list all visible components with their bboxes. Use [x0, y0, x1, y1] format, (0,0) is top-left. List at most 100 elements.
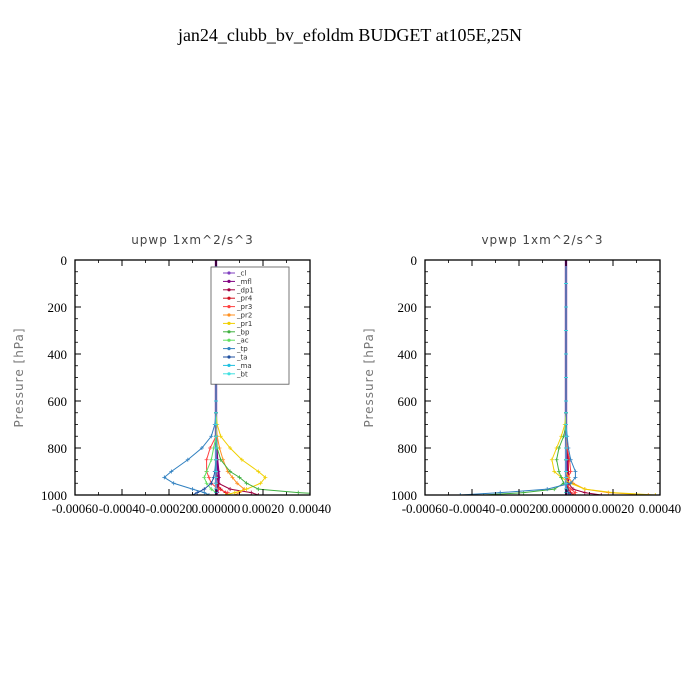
upwp-marker-ta	[202, 487, 207, 492]
upwp-marker-pr1	[258, 481, 263, 486]
vpwp-marker-bt	[564, 352, 568, 356]
vpwp-marker-pr2	[646, 493, 651, 495]
upwp-ytick-label: 800	[48, 441, 68, 456]
vpwp-xtick-label: 0.00020	[592, 501, 634, 516]
legend-label-bt: _bt	[236, 370, 248, 378]
upwp-marker-bp	[237, 475, 242, 480]
upwp-marker-pr1	[232, 490, 237, 495]
vpwp-marker-bt	[564, 281, 568, 286]
legend-label-pr2: _pr2	[236, 312, 252, 320]
legend-label-tp: _tp	[236, 345, 248, 353]
vpwp-marker-pr3	[573, 490, 578, 495]
upwp-marker-bt	[214, 457, 218, 462]
vpwp-marker-bt	[564, 457, 568, 462]
vpwp-marker-tp	[545, 487, 550, 492]
upwp-marker-bt	[214, 434, 218, 439]
upwp-xtick-label: 0.00040	[289, 501, 331, 516]
legend-label-pr3: _pr3	[236, 303, 252, 311]
upwp-marker-bt	[214, 422, 218, 427]
vpwp-marker-pr1	[552, 469, 557, 474]
upwp-xtick-label: -0.00060	[52, 501, 99, 516]
upwp-marker-tp	[199, 446, 204, 450]
vpwp-marker-bp	[559, 475, 564, 480]
legend-marker-ma	[227, 363, 231, 367]
upwp-marker-bp	[218, 457, 223, 462]
upwp-marker-ac	[204, 469, 209, 474]
vpwp-marker-ta	[568, 493, 573, 495]
upwp-marker-dp1	[249, 490, 254, 495]
upwp-marker-ac	[202, 475, 207, 480]
upwp-marker-ac	[209, 487, 214, 492]
vpwp-marker-tp	[568, 481, 573, 486]
legend-label-cl: _cl	[236, 270, 246, 278]
vpwp-marker-pr1	[653, 493, 658, 495]
upwp-marker-ac	[204, 481, 209, 486]
upwp-marker-bp	[256, 487, 261, 492]
legend-marker-pr2	[227, 313, 231, 317]
upwp-panel-title: upwp 1xm^2/s^3	[131, 233, 254, 247]
upwp-marker-pr3	[206, 475, 211, 480]
vpwp-marker-bt	[564, 475, 568, 480]
vpwp-marker-tp	[573, 475, 578, 480]
upwp-marker-tp	[202, 490, 207, 495]
vpwp-marker-bp	[556, 469, 561, 474]
legend-marker-pr1	[227, 321, 231, 325]
upwp-marker-pr1	[228, 446, 233, 450]
upwp-marker-pr1	[239, 457, 244, 462]
upwp-marker-tp	[190, 487, 195, 492]
vpwp-marker-bt	[564, 305, 568, 309]
upwp-marker-dp1	[256, 493, 261, 495]
vpwp-marker-bt	[564, 481, 568, 486]
legend-marker-pr4	[227, 296, 231, 300]
vpwp-marker-pr1	[549, 457, 554, 462]
upwp-xtick-label: 0.000000	[192, 501, 241, 516]
vpwp-marker-bp	[554, 457, 559, 462]
upwp-ylabel: Pressure [hPa]	[12, 327, 26, 427]
upwp-marker-bp	[228, 469, 233, 474]
upwp-marker-bt	[214, 475, 218, 480]
upwp-marker-pr3	[208, 446, 213, 450]
upwp-marker-pr1	[263, 475, 268, 480]
legend-label-ac: _ac	[236, 337, 249, 345]
vpwp-marker-bt	[564, 328, 568, 333]
legend-label-bp: _bp	[236, 328, 250, 336]
vpwp-ytick-label: 0	[411, 253, 418, 268]
upwp-marker-tp	[162, 475, 167, 480]
vpwp-marker-tp	[573, 469, 578, 474]
upwp-marker-tp	[171, 481, 176, 486]
upwp-marker-ta	[195, 490, 200, 495]
upwp-ytick-label: 0	[61, 253, 68, 268]
vpwp-ytick-label: 200	[398, 300, 418, 315]
upwp-marker-pr1	[218, 434, 223, 439]
upwp-marker-bt	[214, 469, 218, 474]
vpwp-marker-bt	[564, 375, 568, 380]
vpwp-xtick-label: 0.000000	[542, 501, 591, 516]
vpwp-ytick-label: 800	[398, 441, 418, 456]
vpwp-marker-tp	[458, 493, 463, 495]
legend-label-dp1: _dp1	[236, 286, 254, 294]
vpwp-plot-frame	[424, 259, 661, 496]
vpwp-marker-bt	[564, 446, 568, 450]
legend-label-mfl: _mfl	[236, 278, 252, 286]
legend-marker-pr3	[227, 305, 231, 309]
upwp-marker-bt	[214, 446, 218, 450]
upwp-marker-bp	[244, 481, 249, 486]
vpwp-marker-pr3	[568, 487, 573, 492]
legend-marker-ac	[227, 338, 231, 342]
vpwp-xtick-label: 0.00040	[639, 501, 681, 516]
upwp-xtick-label: -0.00020	[146, 501, 193, 516]
upwp-marker-pr1	[223, 493, 228, 495]
vpwp-panel-title: vpwp 1xm^2/s^3	[481, 233, 603, 247]
legend-label-ta: _ta	[236, 354, 248, 362]
upwp-marker-bt	[214, 410, 218, 415]
upwp-ytick-label: 600	[48, 394, 68, 409]
upwp-marker-pr2	[235, 481, 240, 486]
upwp-xtick-label: -0.00040	[99, 501, 146, 516]
vpwp-ytick-label: 400	[398, 347, 418, 362]
legend-marker-bp	[227, 330, 231, 334]
vpwp-ytick-label: 1000	[391, 488, 417, 503]
figure-title: jan24_clubb_bv_efoldm BUDGET at105E,25N	[177, 25, 522, 45]
vpwp-marker-tp	[568, 457, 573, 462]
vpwp-marker-bp	[556, 446, 561, 450]
